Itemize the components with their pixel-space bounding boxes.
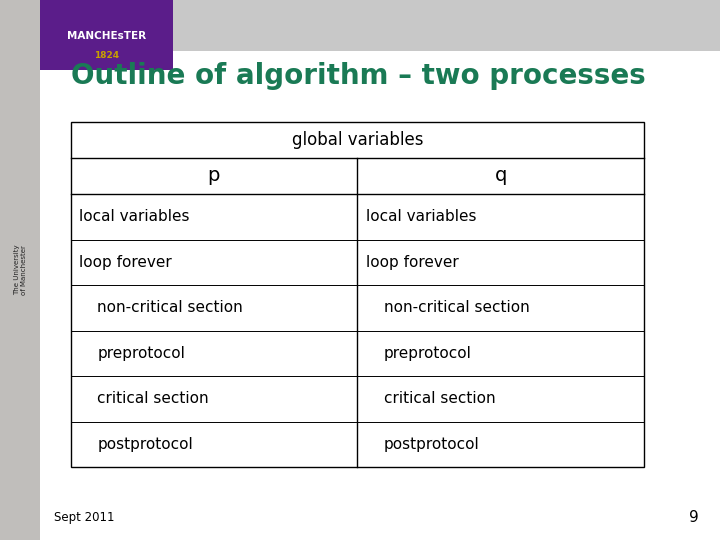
Text: postprotocol: postprotocol	[384, 437, 480, 452]
Bar	[40, 0, 173, 70]
Text: Outline of algorithm – two processes: Outline of algorithm – two processes	[71, 62, 645, 90]
Bar	[71, 122, 644, 467]
Text: The University
of Manchester: The University of Manchester	[14, 245, 27, 295]
Text: non-critical section: non-critical section	[97, 300, 243, 315]
Text: q: q	[495, 166, 507, 185]
Text: loop forever: loop forever	[366, 255, 459, 270]
Text: global variables: global variables	[292, 131, 423, 149]
Text: loop forever: loop forever	[79, 255, 172, 270]
Text: Sept 2011: Sept 2011	[54, 511, 114, 524]
Text: local variables: local variables	[79, 210, 189, 224]
Text: preprotocol: preprotocol	[97, 346, 185, 361]
Text: MANCHEsTER: MANCHEsTER	[67, 31, 145, 40]
Text: non-critical section: non-critical section	[384, 300, 529, 315]
Text: local variables: local variables	[366, 210, 476, 224]
Bar	[0, 0, 40, 540]
Text: critical section: critical section	[384, 392, 495, 406]
Text: 9: 9	[688, 510, 698, 525]
Text: postprotocol: postprotocol	[97, 437, 193, 452]
Bar	[40, 0, 720, 51]
Text: 1824: 1824	[94, 51, 119, 59]
Text: preprotocol: preprotocol	[384, 346, 472, 361]
Text: p: p	[207, 166, 220, 185]
Text: critical section: critical section	[97, 392, 209, 406]
